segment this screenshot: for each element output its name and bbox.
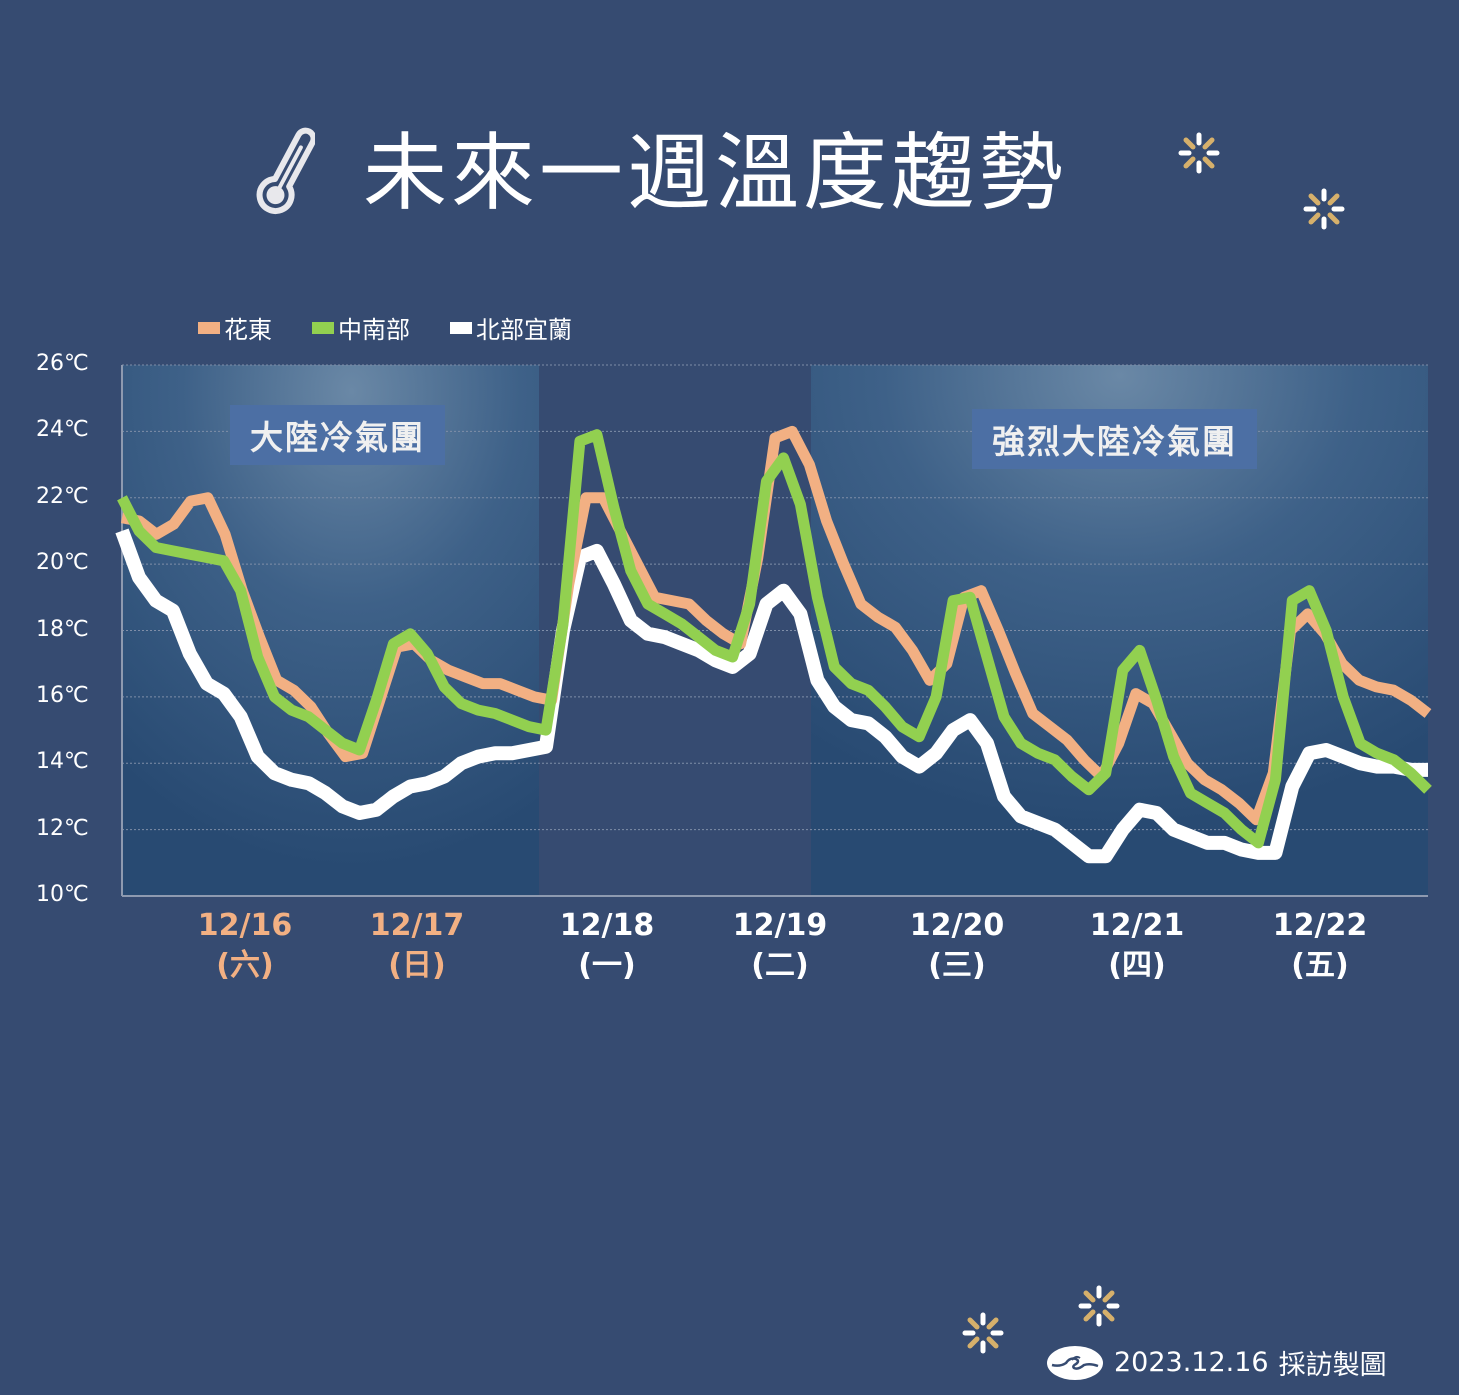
series-line-central-south [117, 429, 1432, 849]
x-tick-label: 12/18 (一) [537, 906, 677, 986]
sparkle-icon [1078, 1285, 1120, 1327]
x-tick-weekday: (一) [578, 948, 636, 983]
series-line-hualien-taitung [120, 425, 1432, 826]
x-tick-weekday: (三) [928, 948, 986, 983]
x-tick-weekday: (四) [1108, 948, 1166, 983]
x-tick-weekday: (日) [388, 948, 446, 983]
x-tick-label: 12/19 (二) [710, 906, 850, 986]
legend-item-hualien-taitung: 花東 [198, 310, 272, 345]
page-title: 未來一週溫度趨勢 [363, 124, 1068, 222]
gridlines [121, 364, 1428, 897]
y-tick-label: 10℃ [36, 882, 89, 907]
legend-swatch [450, 321, 472, 334]
legend-swatch [312, 321, 334, 334]
legend-swatch [198, 321, 220, 334]
x-tick-label: 12/22 (五) [1250, 906, 1390, 986]
region-label-strong-cold-air: 強烈大陸冷氣團 [972, 409, 1257, 469]
sparkle-icon [962, 1312, 1004, 1354]
y-tick-label: 12℃ [36, 815, 89, 841]
y-tick-label: 16℃ [36, 682, 89, 708]
thermometer-icon [256, 127, 315, 214]
legend-item-north-yilan: 北部宜蘭 [450, 310, 572, 345]
x-tick-label: 12/16 (六) [175, 906, 315, 986]
y-tick-label: 24℃ [36, 417, 89, 443]
temperature-line-chart [115, 364, 1432, 897]
chart-legend: 花東 中南部 北部宜蘭 [198, 310, 612, 345]
series-lines [115, 425, 1432, 864]
x-tick-label: 12/20 (三) [887, 906, 1027, 986]
legend-label: 中南部 [338, 316, 410, 344]
legend-item-central-south: 中南部 [312, 310, 410, 345]
series-line-north-yilan [115, 528, 1428, 864]
x-tick-date: 12/22 [1272, 908, 1368, 943]
y-tick-label: 26℃ [36, 351, 89, 376]
sparkle-icon [1303, 188, 1345, 230]
legend-label: 北部宜蘭 [476, 316, 572, 344]
cloud-logo-icon [1047, 1345, 1103, 1380]
footer-credit: 採訪製圖 [1278, 1350, 1387, 1381]
x-tick-label: 12/21 (四) [1067, 906, 1207, 986]
x-tick-date: 12/21 [1089, 908, 1185, 943]
footer-date: 2023.12.16 [1114, 1347, 1269, 1378]
x-tick-date: 12/20 [909, 908, 1005, 943]
header: 未來一週溫度趨勢 [255, 118, 1067, 228]
y-tick-label: 14℃ [36, 749, 89, 775]
x-tick-weekday: (五) [1291, 948, 1349, 983]
x-tick-weekday: (六) [216, 948, 274, 983]
x-tick-date: 12/17 [369, 908, 465, 943]
x-tick-date: 12/18 [559, 908, 655, 943]
x-tick-date: 12/19 [732, 908, 828, 943]
legend-label: 花東 [224, 316, 272, 344]
y-tick-label: 22℃ [36, 483, 89, 509]
y-tick-label: 20℃ [36, 550, 89, 576]
y-tick-label: 18℃ [36, 616, 89, 642]
x-tick-weekday: (二) [751, 948, 809, 983]
sparkle-icon [1178, 132, 1220, 174]
region-label-cold-air: 大陸冷氣團 [230, 405, 445, 465]
x-tick-date: 12/16 [197, 908, 293, 943]
footer: 2023.12.16 採訪製圖 [1046, 1343, 1387, 1382]
x-tick-label: 12/17 (日) [347, 906, 487, 986]
